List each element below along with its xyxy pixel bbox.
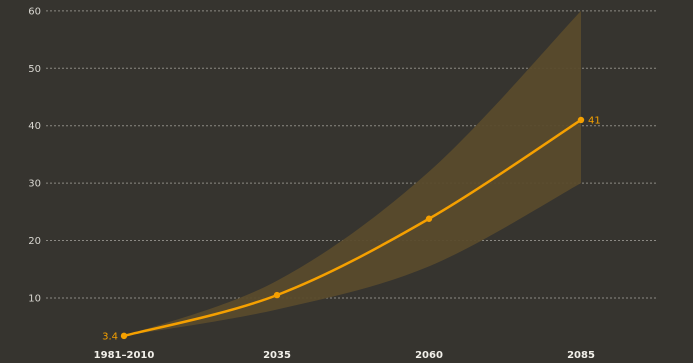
y-tick-label: 40 [28, 121, 41, 132]
y-axis-ticks: 10 20 30 40 50 60 [28, 6, 41, 304]
x-tick-label: 2085 [567, 350, 595, 361]
y-tick-label: 10 [28, 293, 41, 304]
x-tick-label: 2060 [415, 350, 443, 361]
data-labels: 3.4 41 [102, 115, 601, 342]
gridlines [46, 10, 656, 299]
x-tick-label: 1981–2010 [94, 350, 155, 361]
y-tick-label: 60 [28, 6, 41, 17]
uncertainty-band-area [124, 10, 581, 336]
series-line [122, 118, 583, 338]
x-axis-ticks: 1981–2010 2035 2060 2085 [94, 350, 595, 361]
data-point-2085 [577, 116, 585, 124]
data-point-2060 [425, 215, 433, 222]
data-point-1981–2010 [120, 332, 128, 340]
data-point-2035 [273, 291, 281, 299]
series-line-path [122, 118, 583, 338]
uncertainty-band [124, 10, 581, 336]
data-points [120, 116, 585, 340]
y-tick-label: 50 [28, 64, 41, 75]
x-tick-label: 2035 [263, 350, 291, 361]
y-tick-label: 30 [28, 179, 41, 190]
y-tick-label: 20 [28, 236, 41, 247]
data-label: 41 [588, 115, 601, 126]
data-label: 3.4 [102, 331, 118, 342]
